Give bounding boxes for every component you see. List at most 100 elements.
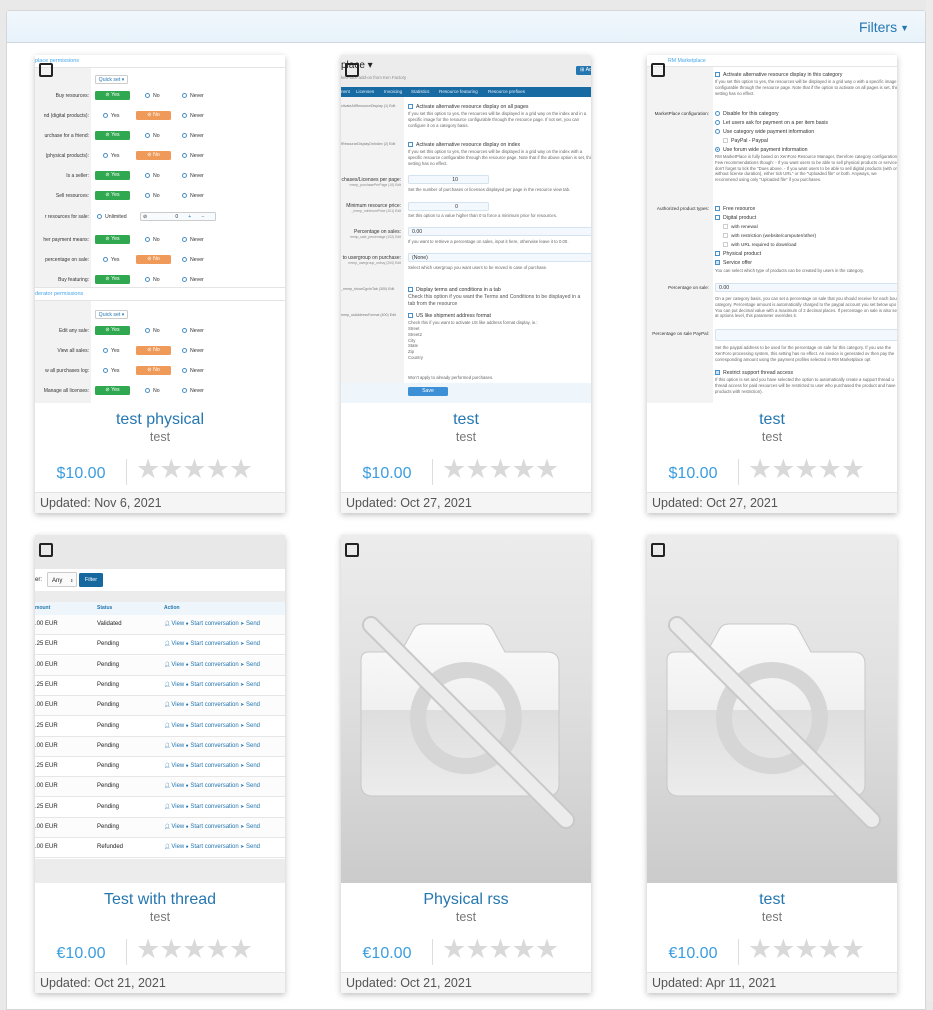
option-key: tResourceDisplayOnIndex (2) Edit xyxy=(341,142,396,146)
text-input: 0.00 xyxy=(715,283,897,292)
quick-set-button: Quick set ▾ xyxy=(95,75,128,84)
radio-icon xyxy=(182,237,187,242)
resource-title[interactable]: test xyxy=(453,411,479,428)
radio-icon xyxy=(145,328,150,333)
resource-price: €10.00 xyxy=(56,945,106,962)
radio-icon xyxy=(182,153,187,158)
no-button-active: ⊘ No xyxy=(136,255,171,264)
send-link: Send xyxy=(244,681,260,688)
option-label: Percentage on sale: xyxy=(668,285,709,290)
limit-stepper: ⊘ 0 + − xyxy=(140,212,216,221)
category-screenshot-thumbnail[interactable]: RM Marketplace Activate alternative reso… xyxy=(647,55,897,403)
amount-cell: .25 EUR xyxy=(35,681,58,688)
column-header: mount xyxy=(35,605,51,611)
chat-icon: ● xyxy=(184,702,189,709)
resource-subtitle: test xyxy=(149,430,171,444)
select-checkbox[interactable] xyxy=(651,543,665,557)
yes-button-active: ⊘ Yes xyxy=(95,91,130,100)
column-header: Action xyxy=(164,605,180,611)
table-row xyxy=(35,838,285,859)
amount-cell: .00 EUR xyxy=(35,783,58,790)
option-label: Minimum resource price: xyxy=(346,203,401,209)
send-icon: ➤ xyxy=(238,702,245,709)
amount-cell: .25 EUR xyxy=(35,722,58,729)
select-checkbox[interactable] xyxy=(345,63,359,77)
select-checkbox[interactable] xyxy=(651,63,665,77)
status-cell: Pending xyxy=(97,681,120,688)
resource-title[interactable]: test physical xyxy=(115,411,205,428)
option-description: You can select which type of products ca… xyxy=(715,268,865,273)
stepper-input: 0 xyxy=(408,202,489,211)
radio-never: Never xyxy=(182,388,204,394)
resource-title[interactable]: test xyxy=(759,411,785,428)
option-key: mmp_usAddressFormat (400) Edit xyxy=(341,313,396,317)
select-checkbox[interactable] xyxy=(39,543,53,557)
section-header xyxy=(35,55,285,68)
page-subtitle: ketPlace add-on from Ken Factory xyxy=(341,75,407,80)
status-cell: Pending xyxy=(97,641,120,648)
action-cell: 👤︎View ● Start conversation ➤ Send xyxy=(164,621,260,628)
caret-down-icon: ▼ xyxy=(900,23,909,33)
divider xyxy=(126,459,127,485)
label-column xyxy=(341,97,404,395)
option-label: Percentage on sales: xyxy=(354,229,401,235)
permission-label: urchase for a friend: xyxy=(44,133,89,139)
radio-no: No xyxy=(145,388,160,394)
radio-never: Never xyxy=(182,173,204,179)
resource-title[interactable]: Physical rss xyxy=(423,891,509,908)
updated-date: Updated: Oct 21, 2021 xyxy=(35,972,285,993)
checkbox-option: Digital product xyxy=(715,215,756,221)
radio-option-selected: Use forum wide payment information xyxy=(715,147,807,153)
view-link: View xyxy=(171,803,185,810)
resource-card[interactable]: place ▾ ketPlace add-on from Ken Factory… xyxy=(341,55,591,513)
radio-icon xyxy=(182,93,187,98)
resource-title[interactable]: Test with thread xyxy=(103,891,217,908)
resource-card[interactable]: test test €10.00 ★★★★★ Updated: Apr 11, … xyxy=(647,535,897,993)
action-cell: 👤︎View ● Start conversation ➤ Send xyxy=(164,641,260,648)
resource-card[interactable]: place permissions derator permissions Qu… xyxy=(35,55,285,513)
send-icon: ➤ xyxy=(238,641,245,648)
page-header xyxy=(35,535,285,569)
radio-unlimited: Unlimited xyxy=(97,214,127,220)
no-image-placeholder[interactable] xyxy=(341,535,591,883)
resource-card[interactable]: Physical rss test €10.00 ★★★★★ Updated: … xyxy=(341,535,591,993)
action-cell: 👤︎View ● Start conversation ➤ Send xyxy=(164,743,260,750)
chat-icon: ● xyxy=(184,722,189,729)
tab: Statistics xyxy=(411,89,430,94)
amount-cell: .00 EUR xyxy=(35,824,58,830)
option-checkbox-label: US like shipment address format xyxy=(408,313,491,319)
option-description: Set this option to a value higher than 0… xyxy=(408,213,558,218)
start-conversation-link: Start conversation xyxy=(188,681,239,688)
chat-icon: ● xyxy=(184,803,189,810)
text-input xyxy=(715,329,897,341)
sales-table-screenshot-thumbnail[interactable]: er: Any ⇕ Filter mount Status Action .00… xyxy=(35,535,285,883)
yes-button-active: ⊘ Yes xyxy=(95,275,130,284)
filter-select: Any ⇕ xyxy=(47,572,77,587)
option-key: _rmmp_minimumPrice (101) Edit xyxy=(351,209,401,213)
view-link: View xyxy=(171,783,185,790)
filters-button[interactable]: Filters ▼ xyxy=(859,19,909,35)
permission-label: Manage all licenses: xyxy=(43,388,89,394)
options-screenshot-thumbnail[interactable]: place ▾ ketPlace add-on from Ken Factory… xyxy=(341,55,591,403)
select-checkbox[interactable] xyxy=(345,543,359,557)
resource-title[interactable]: test xyxy=(759,891,785,908)
select-checkbox[interactable] xyxy=(39,63,53,77)
table-row xyxy=(35,818,285,838)
option-label: MarketPlace configuration: xyxy=(654,111,709,116)
user-icon: 👤︎ xyxy=(164,763,171,770)
chat-icon: ● xyxy=(184,783,189,790)
send-icon: ➤ xyxy=(238,763,245,770)
no-image-placeholder[interactable] xyxy=(647,535,897,883)
radio-never: Never xyxy=(182,257,204,263)
resource-card[interactable]: RM Marketplace Activate alternative reso… xyxy=(647,55,897,513)
send-link: Send xyxy=(244,621,260,627)
amount-cell: .00 EUR xyxy=(35,621,58,627)
resource-card[interactable]: er: Any ⇕ Filter mount Status Action .00… xyxy=(35,535,285,993)
table-row xyxy=(35,797,285,818)
updated-date: Updated: Oct 21, 2021 xyxy=(341,972,591,993)
radio-yes: Yes xyxy=(103,153,119,159)
user-icon: 👤︎ xyxy=(164,621,171,627)
card-info: test physical test $10.00 ★★★★★ xyxy=(35,403,285,492)
permissions-screenshot-thumbnail[interactable]: place permissions derator permissions Qu… xyxy=(35,55,285,403)
radio-yes: Yes xyxy=(103,113,119,119)
